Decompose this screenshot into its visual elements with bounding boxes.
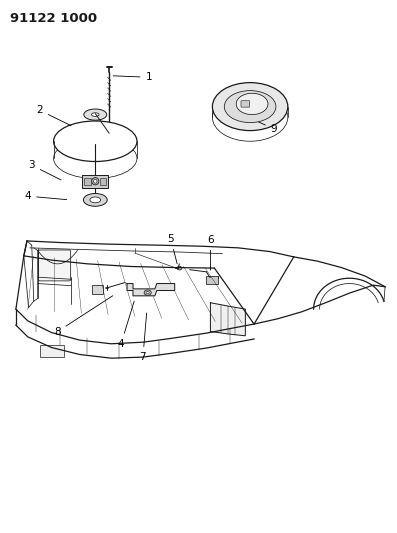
Ellipse shape: [92, 177, 99, 185]
Ellipse shape: [94, 179, 97, 183]
Ellipse shape: [84, 109, 107, 120]
Text: 1: 1: [113, 72, 152, 82]
Ellipse shape: [54, 121, 137, 161]
Ellipse shape: [146, 292, 149, 294]
Ellipse shape: [92, 113, 99, 116]
Text: 4: 4: [118, 301, 134, 349]
Ellipse shape: [144, 290, 151, 295]
Text: 9: 9: [249, 117, 277, 134]
Text: 5: 5: [168, 234, 177, 264]
Text: 4: 4: [25, 191, 67, 201]
FancyBboxPatch shape: [92, 285, 103, 294]
Text: 8: 8: [54, 296, 113, 336]
Ellipse shape: [224, 91, 276, 123]
Ellipse shape: [92, 140, 98, 143]
FancyBboxPatch shape: [100, 178, 106, 185]
Ellipse shape: [236, 93, 268, 115]
Ellipse shape: [177, 266, 182, 270]
FancyBboxPatch shape: [84, 178, 91, 185]
Text: 91122 1000: 91122 1000: [10, 12, 97, 25]
Text: 3: 3: [29, 160, 61, 180]
Ellipse shape: [89, 138, 102, 144]
FancyBboxPatch shape: [241, 101, 250, 107]
FancyBboxPatch shape: [39, 250, 71, 281]
FancyBboxPatch shape: [40, 345, 64, 357]
Polygon shape: [127, 284, 175, 296]
Ellipse shape: [212, 83, 288, 131]
Ellipse shape: [83, 193, 107, 206]
Text: 7: 7: [140, 313, 146, 362]
Text: 2: 2: [37, 106, 71, 126]
FancyBboxPatch shape: [83, 174, 108, 188]
Text: 6: 6: [207, 235, 214, 270]
Polygon shape: [210, 303, 245, 336]
Ellipse shape: [90, 197, 101, 203]
FancyBboxPatch shape: [206, 276, 218, 284]
